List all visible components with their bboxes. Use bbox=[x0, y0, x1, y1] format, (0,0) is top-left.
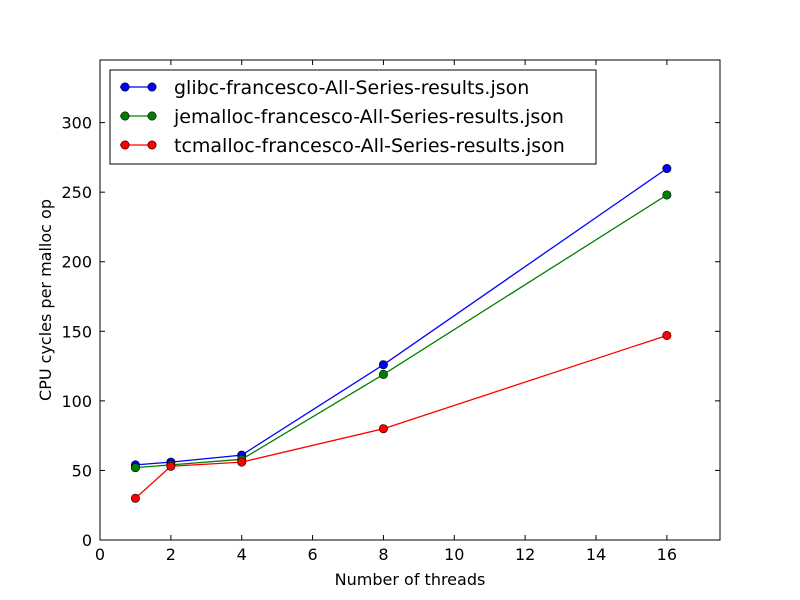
y-axis-title: CPU cycles per malloc op bbox=[36, 199, 55, 401]
y-tick-label: 50 bbox=[72, 461, 92, 480]
y-tick-label: 200 bbox=[61, 253, 92, 272]
data-point bbox=[378, 424, 388, 434]
x-tick-label: 12 bbox=[515, 545, 535, 564]
x-tick-label: 10 bbox=[444, 545, 464, 564]
data-point bbox=[378, 360, 388, 370]
legend: glibc-francesco-All-Series-results.json j… bbox=[109, 69, 597, 165]
legend-marker bbox=[147, 140, 157, 150]
series-2 bbox=[130, 330, 672, 503]
data-point bbox=[166, 461, 176, 471]
legend-marker bbox=[120, 111, 130, 121]
plot-frame bbox=[99, 59, 721, 541]
data-point bbox=[378, 369, 388, 379]
x-tick-label: 16 bbox=[657, 545, 677, 564]
data-point bbox=[130, 493, 140, 503]
data-point bbox=[130, 463, 140, 473]
y-tick-label: 300 bbox=[61, 114, 92, 133]
x-tick-label: 6 bbox=[307, 545, 317, 564]
legend-marker bbox=[147, 82, 157, 92]
data-point bbox=[662, 164, 672, 174]
legend-marker bbox=[147, 111, 157, 121]
series-layer bbox=[130, 164, 672, 503]
y-tick-label: 250 bbox=[61, 183, 92, 202]
y-tick-label: 0 bbox=[82, 531, 92, 550]
data-point bbox=[662, 190, 672, 200]
x-tick-label: 14 bbox=[586, 545, 606, 564]
legend-entries: glibc-francesco-All-Series-results.json j… bbox=[120, 77, 565, 157]
x-tick-label: 0 bbox=[95, 545, 105, 564]
x-tick-label: 8 bbox=[378, 545, 388, 564]
legend-marker bbox=[120, 82, 130, 92]
legend-label: jemalloc-francesco-All-Series-results.js… bbox=[173, 106, 564, 128]
y-tick-label: 100 bbox=[61, 392, 92, 411]
legend-marker bbox=[120, 140, 130, 150]
ticks-layer: 0 2 4 6 8 10 12 14 16 0 50 100 150 200 250 300 bbox=[61, 60, 720, 564]
y-tick-label: 150 bbox=[61, 322, 92, 341]
data-point bbox=[237, 457, 247, 467]
data-point bbox=[662, 330, 672, 340]
legend-label: tcmalloc-francesco-All-Series-results.js… bbox=[174, 135, 565, 157]
x-tick-label: 2 bbox=[166, 545, 176, 564]
legend-label: glibc-francesco-All-Series-results.json bbox=[174, 77, 529, 99]
x-tick-label: 4 bbox=[237, 545, 247, 564]
legend-box bbox=[109, 69, 597, 165]
x-axis-title: Number of threads bbox=[335, 570, 486, 589]
